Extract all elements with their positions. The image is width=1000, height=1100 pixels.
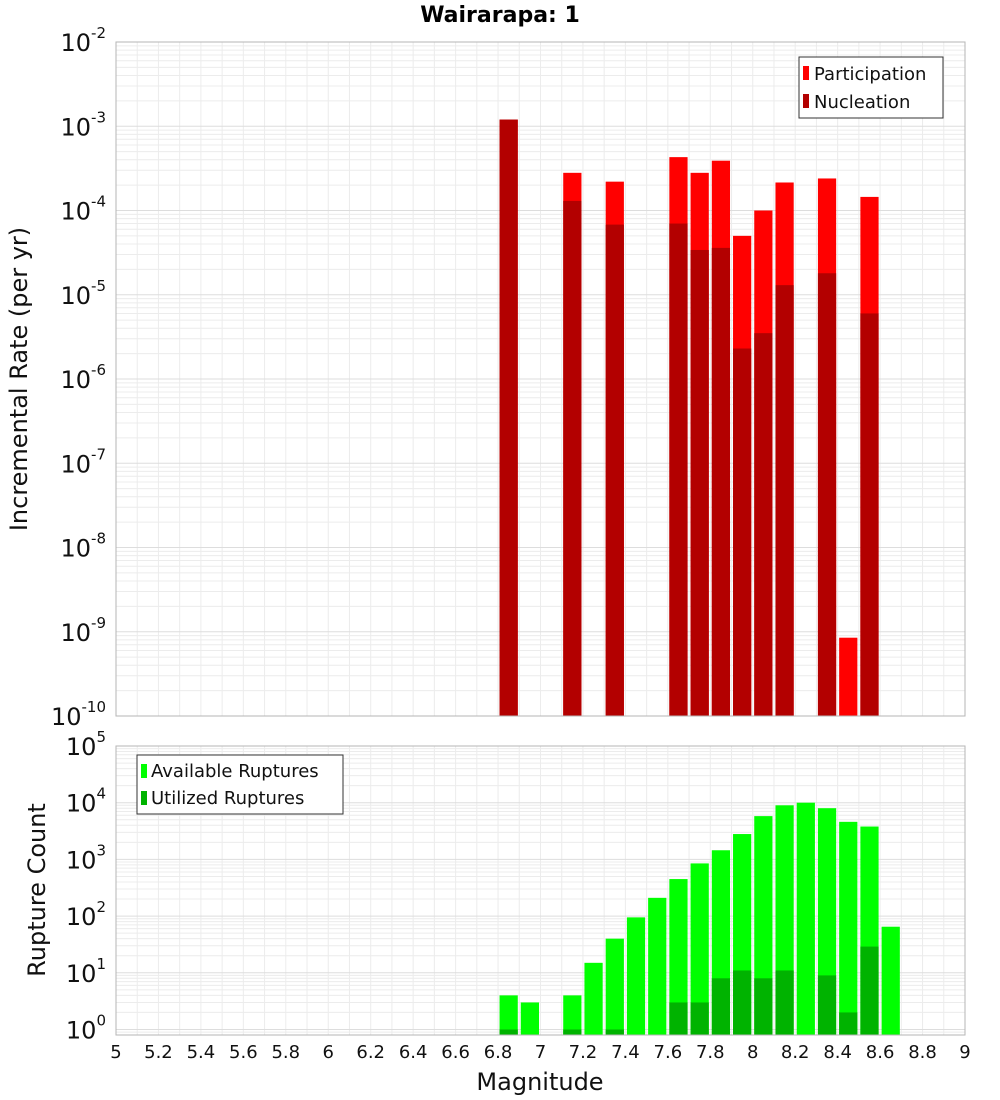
x-tick-label: 8 [747, 1042, 758, 1063]
bottom-bars [499, 802, 900, 1035]
legend-label-nucleation: Nucleation [814, 92, 910, 113]
bar-nucleation-8.05 [754, 333, 773, 716]
x-tick-label: 8.8 [908, 1042, 937, 1063]
x-tick-label: 8.2 [781, 1042, 810, 1063]
x-tick-label: 5.6 [229, 1042, 258, 1063]
bar-nucleation-8.55 [860, 313, 879, 716]
bar-utilized-ruptures-8.05 [754, 978, 773, 1035]
bar-nucleation-7.65 [669, 223, 688, 717]
bar-nucleation-6.85 [499, 119, 518, 716]
x-tick-label: 6.4 [399, 1042, 428, 1063]
x-tick-label: 8.4 [823, 1042, 852, 1063]
top-y-tick-label: 10-4 [60, 193, 106, 226]
legend-label-utilized: Utilized Ruptures [151, 788, 304, 809]
top-y-ticks: 10-10 10-9 10-8 10-7 10-6 10-5 10-4 10-3 10-2 [51, 24, 106, 731]
x-tick-label: 6 [323, 1042, 334, 1063]
top-legend-box [798, 56, 944, 119]
bottom-y-axis-label: Rupture Count [23, 803, 51, 977]
bar-available-ruptures-7.65 [669, 879, 688, 1035]
bar-available-ruptures-7.75 [690, 863, 709, 1035]
top-grid [115, 42, 966, 717]
legend-swatch-available [141, 764, 147, 778]
x-tick-label: 7 [535, 1042, 546, 1063]
bar-nucleation-8.35 [817, 273, 837, 716]
x-tick-label: 7.6 [654, 1042, 683, 1063]
legend-label-available: Available Ruptures [151, 761, 319, 782]
bottom-plot-frame [115, 745, 966, 1036]
top-legend: Participation Nucleation [798, 56, 944, 119]
bar-utilized-ruptures-7.35 [605, 1029, 624, 1035]
bottom-y-tick-label: 105 [66, 728, 106, 761]
legend-swatch-participation [803, 66, 809, 80]
bar-utilized-ruptures-8.35 [817, 975, 837, 1035]
x-ticks: 5 5.2 5.4 5.6 5.8 6 6.2 6.4 6.6 6.8 7 7.2 7.4 7.6 7.8 8… [110, 1042, 970, 1063]
top-plot-frame [115, 41, 966, 717]
bottom-y-tick-label: 100 [66, 1012, 106, 1045]
x-tick-label: 6.2 [356, 1042, 385, 1063]
bar-utilized-ruptures-6.85 [499, 1029, 518, 1035]
x-tick-label: 9 [959, 1042, 970, 1063]
bottom-legend: Available Ruptures Utilized Ruptures [136, 754, 344, 815]
legend-swatch-utilized [141, 791, 147, 805]
bar-available-ruptures-7.25 [584, 962, 603, 1035]
bar-nucleation-7.95 [733, 348, 752, 716]
bar-utilized-ruptures-8.45 [839, 1012, 858, 1035]
bottom-y-tick-label: 104 [66, 785, 106, 818]
x-axis-label: Magnitude [476, 1068, 603, 1096]
top-y-axis-label: Incremental Rate (per yr) [5, 227, 33, 531]
x-tick-label: 6.8 [484, 1042, 513, 1063]
bar-utilized-ruptures-7.15 [563, 1029, 582, 1035]
bar-nucleation-7.35 [605, 224, 624, 716]
top-y-tick-label: 10-3 [60, 108, 106, 141]
x-tick-label: 5 [110, 1042, 121, 1063]
bar-utilized-ruptures-7.65 [669, 1002, 688, 1035]
x-tick-label: 8.6 [866, 1042, 895, 1063]
top-y-tick-label: 10-2 [60, 24, 106, 57]
bottom-legend-box [136, 754, 344, 815]
bar-nucleation-7.85 [711, 247, 731, 716]
bottom-y-ticks: 100 101 102 103 104 105 [66, 728, 106, 1045]
bar-available-ruptures-8.25 [796, 802, 815, 1035]
top-y-tick-label: 10-6 [60, 361, 106, 394]
bar-available-ruptures-7.15 [563, 995, 582, 1035]
bar-nucleation-8.15 [775, 285, 794, 716]
x-tick-label: 7.2 [569, 1042, 598, 1063]
legend-label-participation: Participation [814, 64, 926, 85]
bar-available-ruptures-8.65 [881, 926, 900, 1035]
x-tick-label: 5.4 [187, 1042, 216, 1063]
bar-participation-8.45 [839, 637, 858, 716]
top-y-tick-label: 10-10 [51, 698, 106, 731]
bar-utilized-ruptures-8.15 [775, 970, 794, 1035]
x-tick-label: 5.8 [271, 1042, 300, 1063]
x-tick-label: 7.4 [611, 1042, 640, 1063]
x-tick-label: 6.6 [441, 1042, 470, 1063]
bottom-plot-panel: 100 101 102 103 104 105 Rupture Count Availab… [23, 728, 966, 1045]
x-tick-label: 7.8 [696, 1042, 725, 1063]
bar-utilized-ruptures-7.95 [733, 970, 752, 1035]
chart-title: Wairarapa: 1 [420, 3, 580, 28]
bottom-y-tick-label: 103 [66, 841, 106, 874]
bar-utilized-ruptures-8.55 [860, 946, 879, 1035]
bar-nucleation-7.15 [563, 200, 582, 716]
x-tick-label: 5.2 [144, 1042, 173, 1063]
bar-available-ruptures-7.55 [648, 897, 667, 1035]
bar-available-ruptures-8.45 [839, 821, 858, 1035]
bar-available-ruptures-6.85 [499, 995, 518, 1035]
bar-available-ruptures-7.35 [605, 938, 624, 1035]
top-bars [499, 119, 879, 717]
bar-available-ruptures-7.45 [626, 917, 646, 1035]
bar-available-ruptures-6.95 [520, 1002, 539, 1035]
top-y-tick-label: 10-5 [60, 277, 106, 310]
bottom-y-tick-label: 102 [66, 898, 106, 931]
top-plot-panel: 10-10 10-9 10-8 10-7 10-6 10-5 10-4 10-3 10-2 In… [5, 24, 966, 731]
top-y-tick-label: 10-8 [60, 530, 106, 563]
bar-utilized-ruptures-7.85 [711, 978, 731, 1035]
top-y-tick-label: 10-9 [60, 614, 106, 647]
bottom-y-tick-label: 101 [66, 955, 106, 988]
top-y-tick-label: 10-7 [60, 445, 106, 478]
legend-swatch-nucleation [803, 94, 809, 108]
bar-utilized-ruptures-7.75 [690, 1002, 709, 1035]
bar-nucleation-7.75 [690, 249, 709, 716]
